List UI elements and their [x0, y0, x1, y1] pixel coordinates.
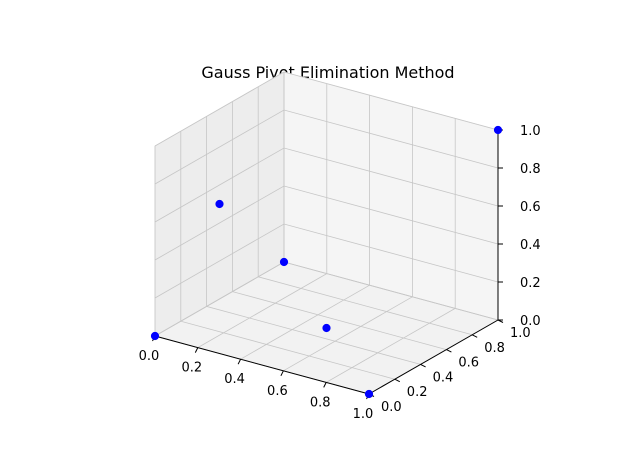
y-tick-2 [420, 363, 426, 368]
tick-labels: 0.0 0.0 0.0 0.2 0.2 0.2 0.4 0.4 0.4 0.6 0.6 0.6 0.8 0… [139, 124, 541, 422]
axis-lines [154, 130, 499, 395]
x-tick-4 [323, 382, 327, 388]
z-tick-label-3: 0.6 [520, 200, 541, 215]
x-tick-label-3: 0.6 [267, 384, 288, 399]
y-axis-line [368, 319, 499, 395]
x-tick-3 [280, 370, 284, 377]
z-tick-label-2: 0.4 [520, 238, 541, 253]
y-tick-4 [471, 334, 478, 338]
y-tick-label-4: 0.8 [484, 341, 505, 356]
y-tick-label-2: 0.4 [433, 370, 454, 385]
y-tick-label-5: 1.0 [510, 326, 531, 341]
x-tick-2 [237, 358, 242, 365]
data-point-3 [493, 125, 503, 135]
y-tick-label-3: 0.6 [458, 356, 479, 371]
gridline-y-3 [231, 101, 447, 350]
x-tick-label-2: 0.4 [224, 372, 245, 387]
gridline-y-2 [206, 116, 421, 365]
x-tick-label-4: 0.8 [310, 395, 331, 410]
y-tick-label-0: 0.0 [381, 400, 402, 415]
x-tick-1 [194, 347, 199, 353]
x-tick-label-0: 0.0 [139, 349, 160, 364]
y-tick-3 [446, 349, 452, 353]
gridline-z-5 [154, 71, 499, 147]
z-tick-label-0: 0.0 [520, 314, 541, 329]
x-tick-label-1: 0.2 [181, 361, 202, 376]
y-tick-5 [497, 319, 504, 323]
data-point-5 [215, 199, 224, 209]
chart-title: Gauss Pivot Elimination Method [201, 63, 454, 82]
data-point-0 [150, 331, 160, 341]
y-tick-label-1: 0.2 [407, 385, 428, 400]
data-point-1 [364, 389, 374, 399]
x-axis-line [154, 335, 370, 395]
z-tick-label-5: 1.0 [520, 124, 541, 139]
y-tick-1 [394, 378, 401, 383]
z-tick-label-4: 0.8 [520, 162, 541, 177]
data-point-2 [279, 257, 289, 267]
data-points [150, 125, 503, 399]
data-point-4 [322, 323, 331, 333]
z-tick-label-1: 0.2 [520, 276, 541, 291]
gridline-y-1 [180, 131, 395, 380]
gridline-y-4 [257, 86, 473, 336]
x-tick-label-5: 1.0 [353, 407, 374, 422]
